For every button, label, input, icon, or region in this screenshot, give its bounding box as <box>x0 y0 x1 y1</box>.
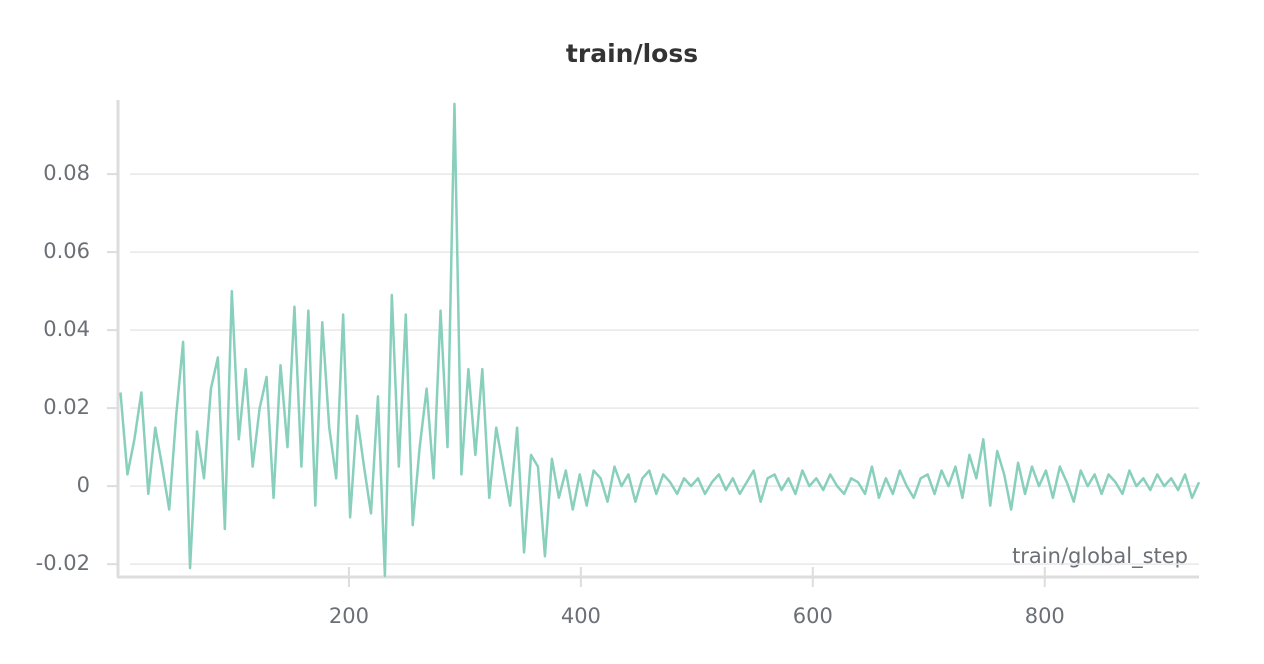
chart-title: train/loss <box>566 39 698 68</box>
x-tick-label: 200 <box>329 604 369 628</box>
y-tick-label: 0 <box>77 473 90 497</box>
y-tick-label: 0.04 <box>43 317 90 341</box>
y-tick-label: -0.02 <box>36 551 90 575</box>
x-tick-label: 800 <box>1025 604 1065 628</box>
y-tick-label: 0.02 <box>43 395 90 419</box>
y-tick-label: 0.08 <box>43 161 90 185</box>
y-tick-label: 0.06 <box>43 239 90 263</box>
x-axis-label: train/global_step <box>1012 544 1188 569</box>
x-tick-label: 600 <box>793 604 833 628</box>
loss-line <box>119 102 1201 578</box>
x-tick-label: 400 <box>561 604 601 628</box>
